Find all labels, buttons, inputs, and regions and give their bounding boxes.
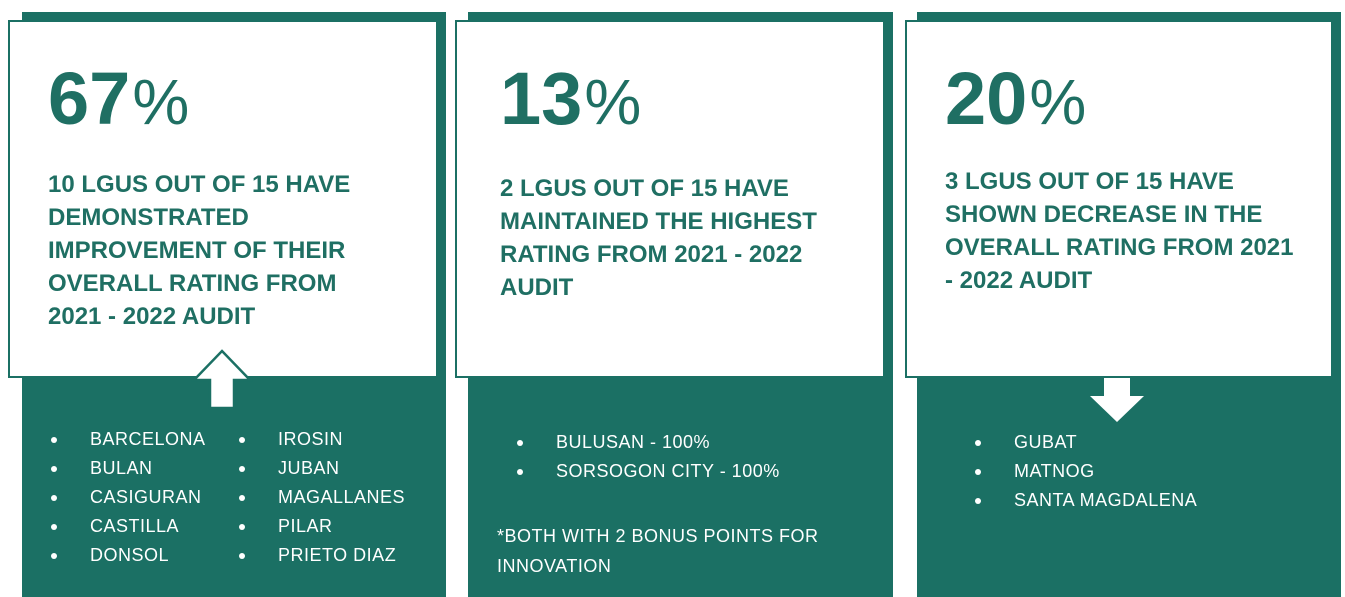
- item-list: BULUSAN - 100% SORSOGON CITY - 100%: [514, 428, 780, 486]
- list-item: PILAR: [236, 512, 416, 541]
- stat-number: 13: [500, 57, 583, 140]
- item-list: GUBAT MATNOG SANTA MAGDALENA: [972, 428, 1197, 515]
- stat-unit: %: [1029, 66, 1087, 138]
- stat-number: 20: [945, 57, 1028, 140]
- stat: 67%: [48, 62, 189, 136]
- up-arrow: [191, 349, 253, 410]
- stat: 20%: [945, 62, 1086, 136]
- list-item: DONSOL: [48, 541, 236, 570]
- list-item: MATNOG: [972, 457, 1197, 486]
- stat-unit: %: [132, 66, 190, 138]
- note: *BOTH WITH 2 BONUS POINTS FOR INNOVATION: [497, 526, 819, 576]
- stat: 13%: [500, 62, 641, 136]
- list-item: BARCELONA: [48, 425, 236, 454]
- down-arrow: [1090, 378, 1144, 422]
- card-panel: [455, 20, 885, 378]
- card-panel: [8, 20, 438, 378]
- description: 2 LGUS OUT OF 15 HAVE MAINTAINED THE HIG…: [500, 175, 817, 301]
- description: 10 LGUS OUT OF 15 HAVE DEMONSTRATED IMPR…: [48, 171, 351, 330]
- list-item: CASIGURAN: [48, 483, 236, 512]
- list-item: BULUSAN - 100%: [514, 428, 780, 457]
- list-item: JUBAN: [236, 454, 416, 483]
- item-list: BARCELONA BULAN CASIGURAN CASTILLA DONSOL IRO…: [48, 425, 416, 570]
- card-panel: [905, 20, 1333, 378]
- list-item: CASTILLA: [48, 512, 236, 541]
- list-item: IROSIN: [236, 425, 416, 454]
- list-item: SORSOGON CITY - 100%: [514, 457, 780, 486]
- list-item: GUBAT: [972, 428, 1197, 457]
- stat-number: 67: [48, 57, 131, 140]
- list-item: SANTA MAGDALENA: [972, 486, 1197, 515]
- list-item: BULAN: [48, 454, 236, 483]
- list-item: PRIETO DIAZ: [236, 541, 416, 570]
- description: 3 LGUS OUT OF 15 HAVE SHOWN DECREASE IN …: [945, 168, 1294, 294]
- list-item: MAGALLANES: [236, 483, 416, 512]
- stat-unit: %: [584, 66, 642, 138]
